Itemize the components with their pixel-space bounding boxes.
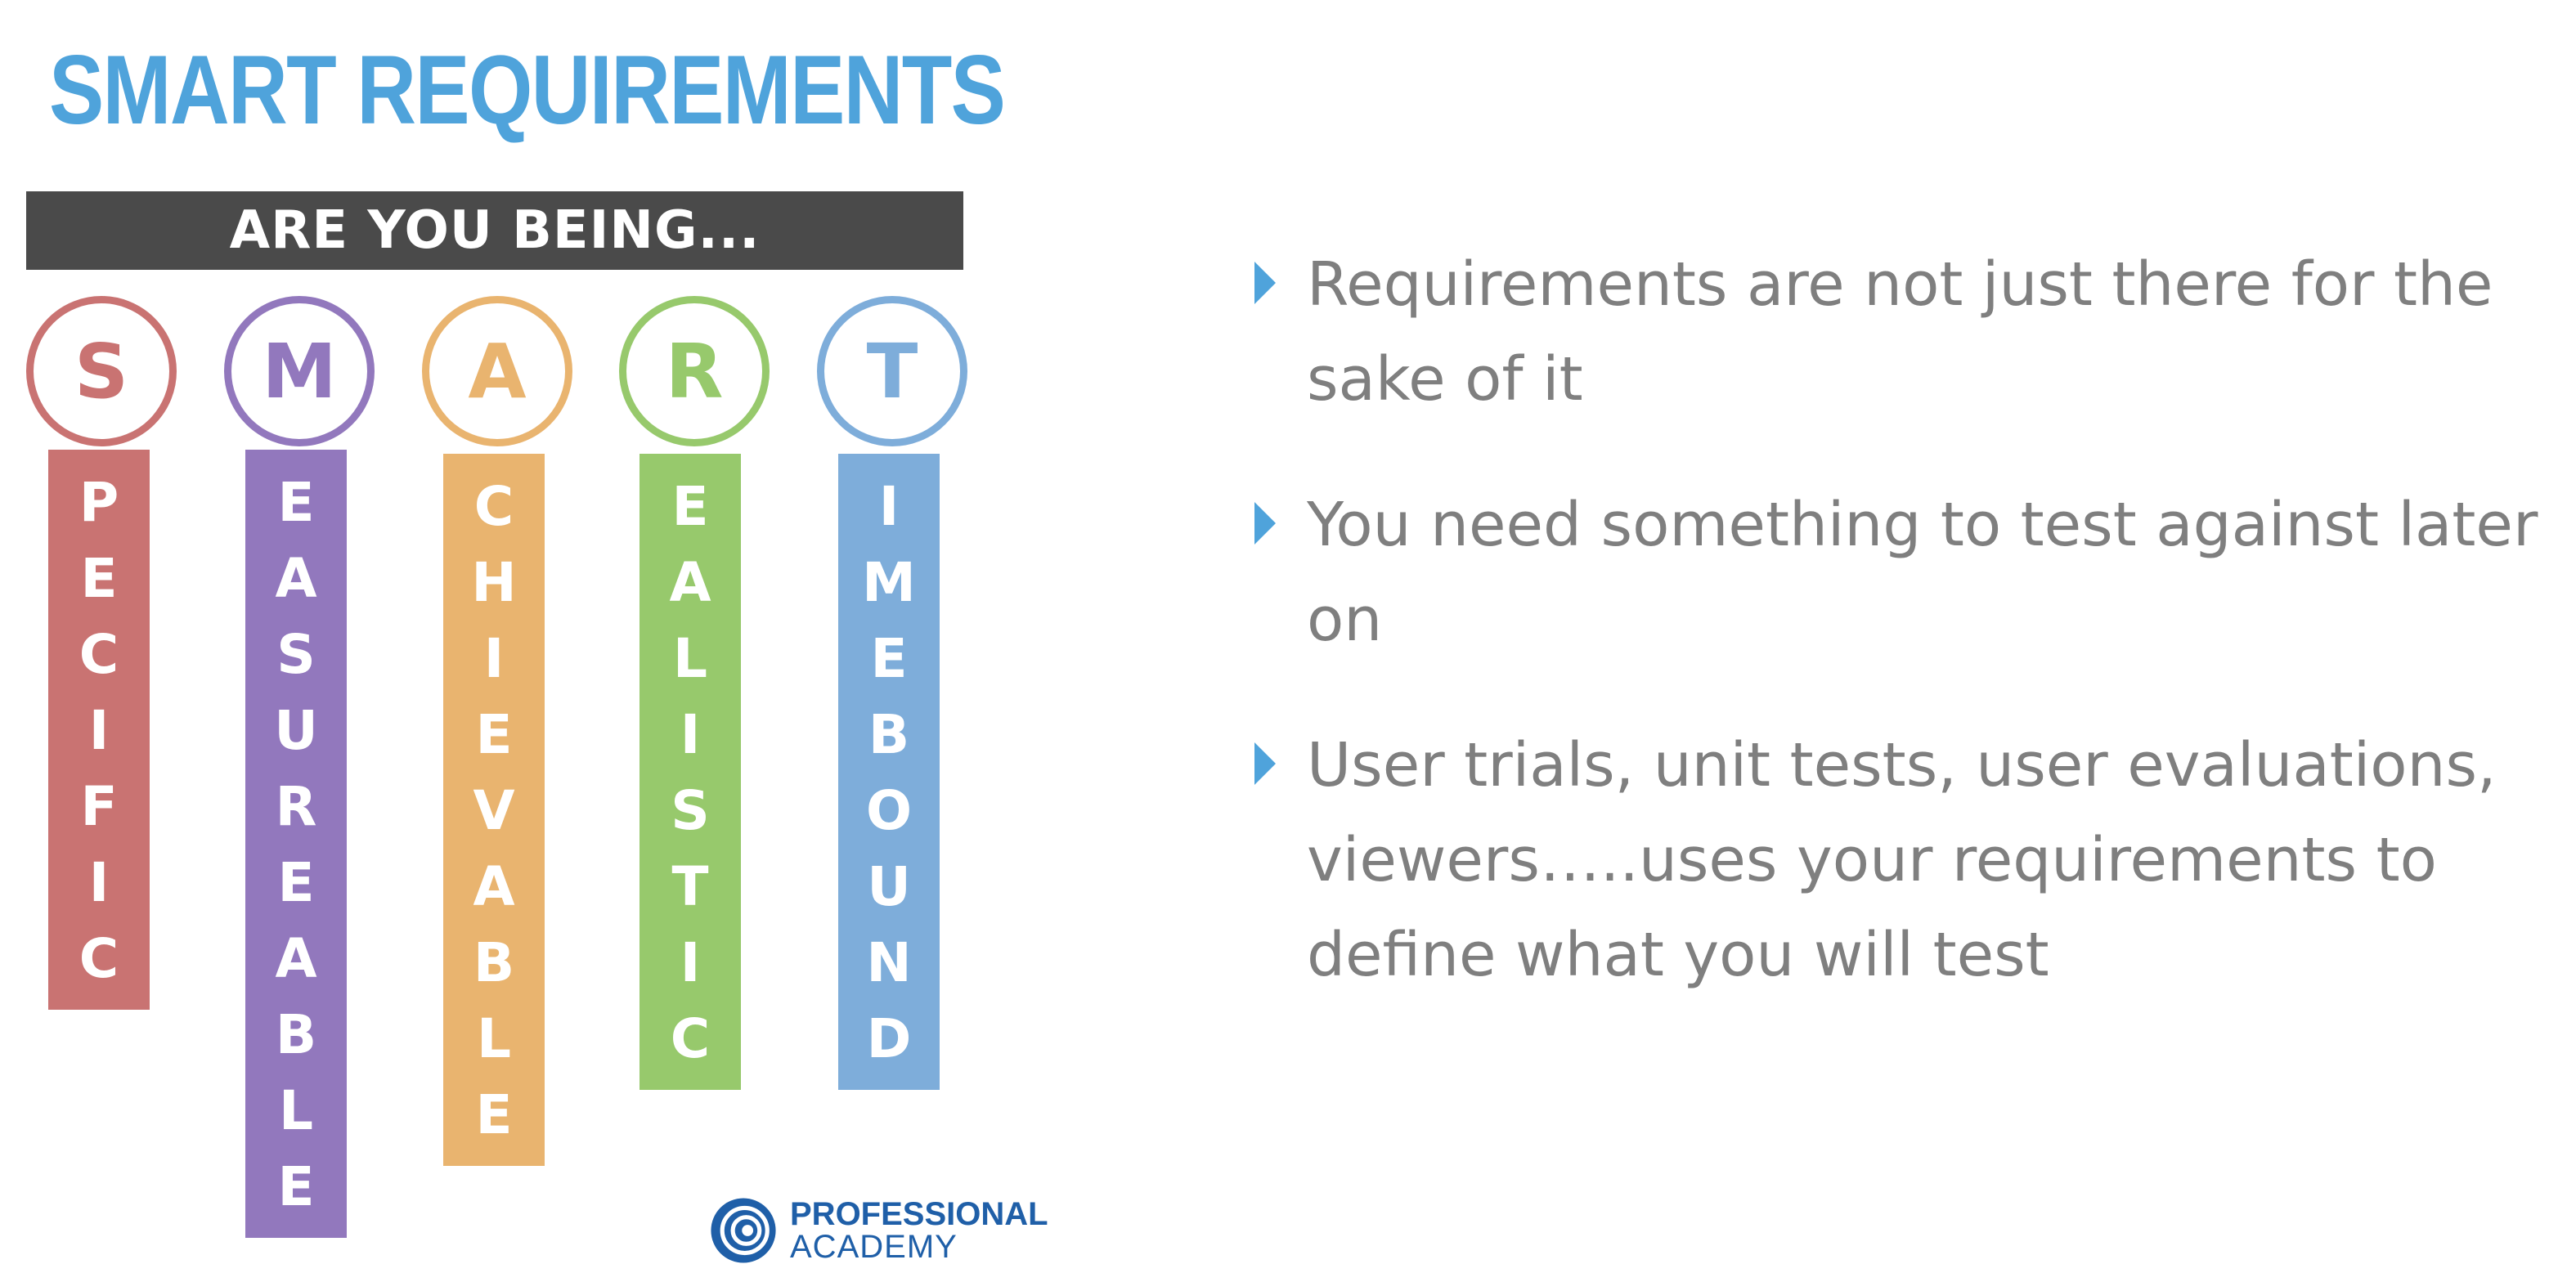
professional-academy-logo: PROFESSIONAL ACADEMY — [708, 1195, 1048, 1266]
bullet-arrow-icon — [1254, 502, 1276, 545]
smart-letter: O — [865, 779, 913, 842]
smart-letter: C — [79, 927, 119, 990]
are-you-being-banner: ARE YOU BEING... — [26, 191, 963, 270]
smart-circle-t: T — [817, 296, 967, 446]
logo-line-2: ACADEMY — [790, 1229, 958, 1265]
bullet-arrow-icon — [1254, 742, 1276, 785]
smart-letter: C — [79, 623, 119, 686]
slide-title: SMART REQUIREMENTS — [49, 35, 1006, 145]
bullet-text: Requirements are not just there for the … — [1307, 249, 2493, 415]
smart-letter: I — [878, 475, 900, 538]
smart-letter: I — [680, 931, 701, 994]
smart-letter: N — [866, 931, 912, 994]
smart-letter: A — [275, 927, 317, 990]
smart-letter: S — [276, 623, 316, 686]
smart-letter: E — [277, 1155, 315, 1218]
smart-letter: P — [79, 471, 119, 534]
smart-letter: M — [862, 551, 916, 614]
smart-letter: B — [868, 703, 910, 766]
bullet-item: You need something to test against later… — [1243, 477, 2551, 667]
smart-letter: L — [672, 627, 708, 690]
smart-letter: C — [473, 475, 514, 538]
professional-academy-logo-icon — [711, 1198, 776, 1263]
smart-letter: S — [671, 779, 710, 842]
smart-letter: U — [867, 855, 911, 918]
bullet-list: Requirements are not just there for the … — [1243, 237, 2551, 1053]
smart-letter: E — [870, 627, 908, 690]
logo-text: PROFESSIONAL ACADEMY — [790, 1198, 1048, 1263]
smart-letter: T — [671, 855, 709, 918]
smart-letter: A — [669, 551, 711, 614]
smart-letter: U — [274, 699, 318, 762]
smart-circle-r: R — [619, 296, 770, 446]
smart-letter: C — [670, 1007, 711, 1070]
smart-letter: E — [475, 1083, 513, 1146]
bullet-text: You need something to test against later… — [1307, 490, 2538, 655]
bullet-arrow-icon — [1254, 262, 1276, 304]
smart-letter: B — [275, 1003, 317, 1066]
smart-letter: B — [473, 931, 515, 994]
bullet-item: User trials, unit tests, user evaluation… — [1243, 718, 2551, 1002]
smart-letter: E — [277, 851, 315, 914]
smart-letter: E — [80, 547, 118, 610]
smart-letter: V — [473, 779, 515, 842]
bullet-item: Requirements are not just there for the … — [1243, 237, 2551, 427]
smart-letter: I — [88, 851, 110, 914]
smart-letter: I — [88, 699, 110, 762]
smart-letter: E — [475, 703, 513, 766]
smart-letter: A — [473, 855, 515, 918]
smart-letter: L — [278, 1079, 314, 1142]
smart-letter: E — [671, 475, 709, 538]
smart-letter: D — [866, 1007, 912, 1070]
smart-circle-a: A — [422, 296, 572, 446]
smart-letter: I — [483, 627, 505, 690]
smart-letter: I — [680, 703, 701, 766]
smart-letter: A — [275, 547, 317, 610]
smart-circle-s: S — [26, 296, 177, 446]
logo-line-1: PROFESSIONAL — [790, 1196, 1048, 1232]
bullet-text: User trials, unit tests, user evaluation… — [1307, 730, 2497, 990]
smart-circle-m: M — [224, 296, 375, 446]
smart-letter: H — [471, 551, 517, 614]
smart-letter: L — [476, 1007, 512, 1070]
smart-letter: E — [277, 471, 315, 534]
smart-letter: F — [80, 775, 118, 838]
smart-letter: R — [275, 775, 317, 838]
